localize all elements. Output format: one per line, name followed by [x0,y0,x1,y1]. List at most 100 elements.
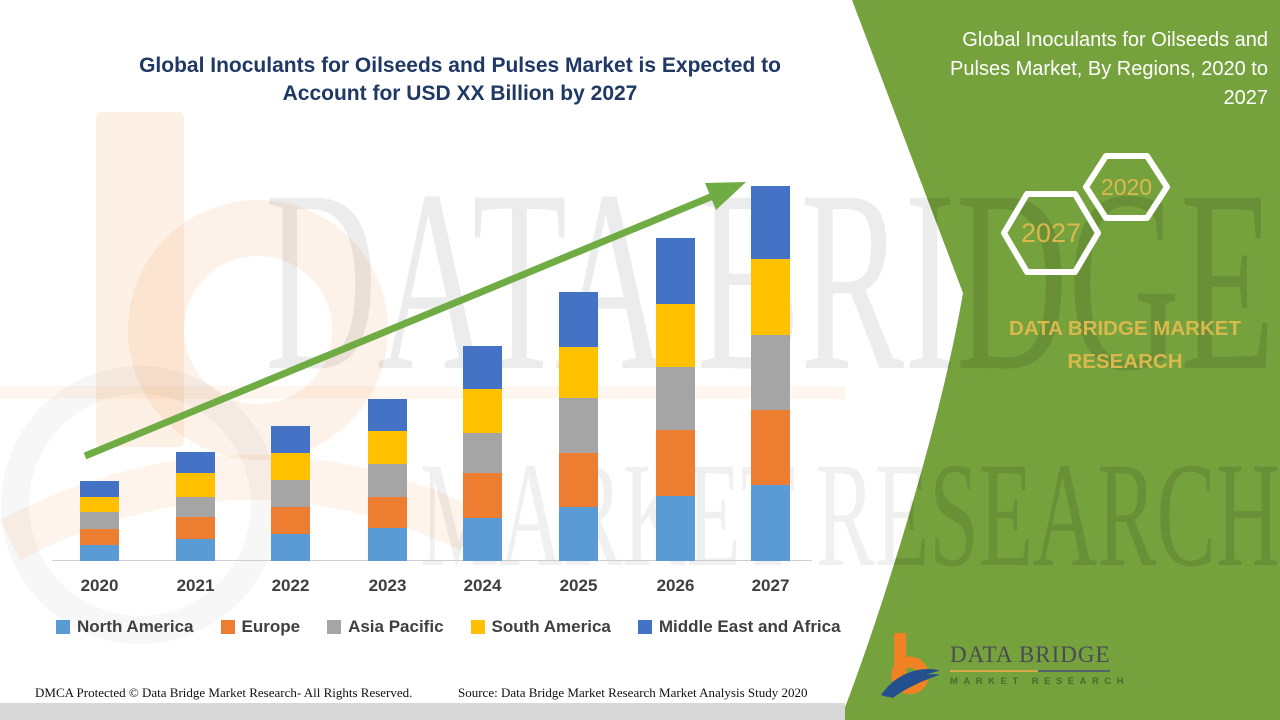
legend-swatch-icon [220,620,235,634]
bar-2021 [176,452,215,561]
bar-segment-2025-europe [559,453,598,507]
bar-segment-2023-middle-east-and-africa [368,399,407,431]
green-panel [840,0,1280,720]
data-bridge-logo-icon [880,633,941,698]
bar-segment-2020-south-america [80,497,119,512]
x-axis-label-2027: 2027 [751,576,790,595]
bar-segment-2021-middle-east-and-africa [176,452,215,473]
panel-title-line2: Pulses Market, By Regions, 2020 to [950,58,1268,80]
bar-segment-2024-south-america [463,389,502,433]
bar-2025 [559,292,598,561]
panel-title-line1: Global Inoculants for Oilseeds and [962,29,1268,51]
dmca-notice: DMCA Protected © Data Bridge Market Rese… [35,685,413,700]
bar-segment-2024-north-america [463,518,502,561]
company-logo: DATA BRIDGE MARKET RESEARCH [880,630,1130,710]
hexagon-badge-2020: 2020 [1083,150,1170,224]
x-axis-label-2020: 2020 [80,576,119,595]
bar-segment-2020-europe [80,529,119,545]
legend-item-middle-east-and-africa: Middle East and Africa [637,617,841,637]
legend-swatch-icon [637,620,652,634]
hexagon-icon [1083,153,1170,221]
x-axis-label-2025: 2025 [559,576,598,595]
bar-segment-2021-north-america [176,539,215,561]
bar-segment-2020-asia-pacific [80,512,119,529]
source-note: Source: Data Bridge Market Research Mark… [458,685,808,700]
legend-item-europe: Europe [220,617,301,637]
bar-segment-2027-south-america [751,259,790,335]
bar-segment-2026-middle-east-and-africa [656,238,695,304]
trend-arrow-icon [83,182,746,460]
bar-2020 [80,481,119,561]
chart-title-line1: Global Inoculants for Oilseeds and Pulse… [139,54,781,77]
bar-segment-2023-asia-pacific [368,464,407,497]
bar-segment-2022-europe [271,507,310,534]
bar-segment-2027-asia-pacific [751,335,790,410]
bar-2022 [271,426,310,561]
bar-segment-2021-south-america [176,473,215,497]
bar-segment-2020-north-america [80,545,119,561]
legend-swatch-icon [470,620,485,634]
hexagon-2020-label: 2020 [1100,173,1153,200]
bar-segment-2027-middle-east-and-africa [751,186,790,259]
bar-segment-2027-north-america [751,485,790,561]
legend-label: North America [77,617,194,636]
bar-segment-2021-europe [176,517,215,539]
bar-segment-2022-north-america [271,534,310,561]
bar-segment-2023-south-america [368,431,407,464]
bar-segment-2027-europe [751,410,790,485]
logo-divider [950,670,1110,672]
legend-item-north-america: North America [56,617,194,637]
panel-brand-line2: RESEARCH [1067,350,1183,373]
bar-segment-2024-middle-east-and-africa [463,346,502,389]
chart-legend: North America Europe Asia Pacific South Ame… [56,617,841,637]
panel-brand-line1: DATA BRIDGE MARKET [1009,317,1241,340]
bar-segment-2026-europe [656,430,695,496]
bar-segment-2026-asia-pacific [656,367,695,430]
legend-label: South America [491,617,611,636]
bar-segment-2026-south-america [656,304,695,367]
legend-item-south-america: South America [470,617,611,637]
chart-title: Global Inoculants for Oilseeds and Pulse… [75,52,845,108]
panel-title-line3: 2027 [1223,87,1269,109]
bar-segment-2025-middle-east-and-africa [559,292,598,347]
bar-segment-2021-asia-pacific [176,497,215,517]
bar-segment-2022-south-america [271,453,310,480]
legend-item-asia-pacific: Asia Pacific [327,617,444,637]
hexagon-badge-2027: 2027 [1000,187,1102,279]
bar-segment-2020-middle-east-and-africa [80,481,119,497]
x-axis-label-2021: 2021 [176,576,215,595]
legend-label: Middle East and Africa [658,617,841,636]
bar-segment-2022-middle-east-and-africa [271,426,310,453]
legend-label: Asia Pacific [348,617,444,636]
legend-swatch-icon [327,620,342,634]
logo-subtitle: MARKET RESEARCH [950,676,1130,687]
hexagon-2027-label: 2027 [1020,217,1082,248]
bar-segment-2023-europe [368,497,407,528]
bar-segment-2022-asia-pacific [271,480,310,507]
bar-2024 [463,346,502,561]
x-axis-label-2024: 2024 [463,576,502,595]
hexagon-icon [1001,191,1101,275]
bar-segment-2025-asia-pacific [559,398,598,453]
x-axis-label-2023: 2023 [368,576,407,595]
panel-brand-text: DATA BRIDGE MARKET RESEARCH [960,312,1280,378]
bar-segment-2025-north-america [559,507,598,561]
bar-2027 [751,186,790,561]
bar-segment-2024-asia-pacific [463,433,502,473]
bar-segment-2026-north-america [656,496,695,561]
x-axis-line [52,560,812,561]
bar-segment-2025-south-america [559,347,598,398]
legend-label: Europe [241,617,301,636]
x-axis-label-2026: 2026 [656,576,695,595]
bar-2026 [656,238,695,561]
legend-swatch-icon [56,620,70,634]
bar-segment-2023-north-america [368,528,407,561]
bar-segment-2024-europe [463,473,502,518]
footer-band [0,703,845,720]
panel-title: Global Inoculants for Oilseeds and Pulse… [868,26,1268,113]
chart-title-line2: Account for USD XX Billion by 2027 [282,82,638,105]
bar-2023 [368,399,407,561]
logo-wordmark: DATA BRIDGE [950,642,1111,667]
x-axis-label-2022: 2022 [271,576,310,595]
